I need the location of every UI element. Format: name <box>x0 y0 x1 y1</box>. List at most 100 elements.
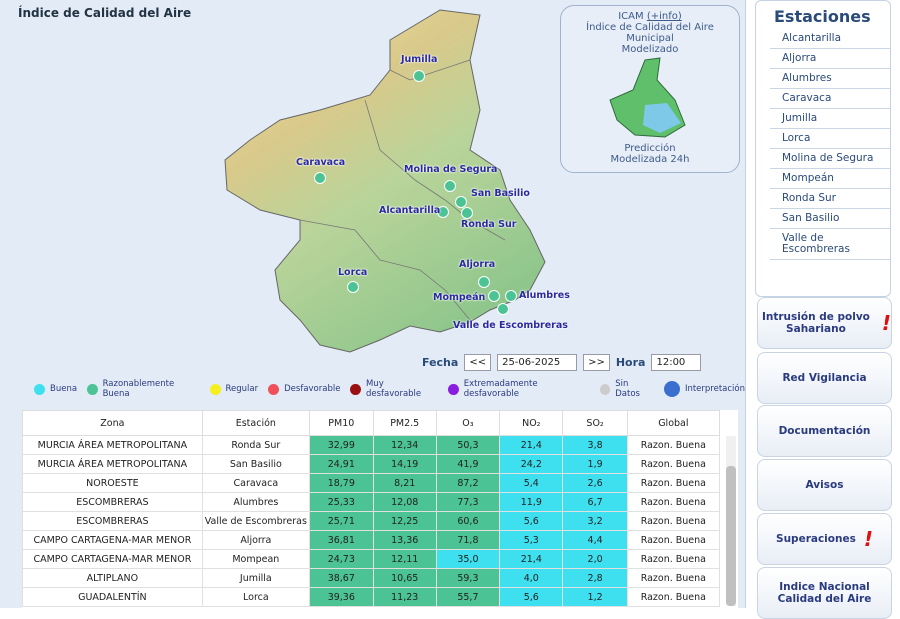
hour-label: Hora <box>615 356 646 369</box>
next-button[interactable]: >> <box>583 354 610 371</box>
station-link[interactable]: Alumbres <box>770 69 890 89</box>
alert-icon: ! <box>863 527 873 551</box>
column-header[interactable]: Zona <box>22 410 203 436</box>
station-link[interactable]: Lorca <box>770 129 890 149</box>
date-input[interactable]: 25-06-2025 <box>497 354 578 371</box>
legend-swatch <box>599 383 611 395</box>
nav-button[interactable]: Indice Nacional Calidad del Aire <box>757 567 892 619</box>
station-link[interactable]: Molina de Segura <box>770 149 890 169</box>
station-label[interactable]: Mompeán <box>433 292 486 303</box>
station-label[interactable]: San Basilio <box>471 188 530 199</box>
station-dot[interactable] <box>444 180 456 192</box>
icam-map <box>609 57 686 138</box>
table-cell: 3,8 <box>562 435 628 455</box>
table-cell: Razon. Buena <box>626 435 721 455</box>
station-link[interactable]: Ronda Sur <box>770 189 890 209</box>
legend-swatch <box>34 383 45 395</box>
table-cell: Valle de Escombreras <box>201 511 310 531</box>
nav-button[interactable]: Intrusión de polvo Sahariano! <box>757 297 892 349</box>
column-header[interactable]: O₃ <box>435 410 501 436</box>
table-cell: 21,4 <box>499 549 564 569</box>
station-label[interactable]: Aljorra <box>459 259 496 270</box>
station-link[interactable]: Valle de Escombreras <box>770 229 890 260</box>
station-dot[interactable] <box>478 276 490 288</box>
table-cell: 36,81 <box>308 530 374 550</box>
legend-swatch <box>448 383 459 395</box>
legend-item[interactable]: Interpretación <box>663 381 745 397</box>
table-row: GUADALENTÍN Lorca 39,36 11,23 55,7 5,6 1,2 Razo… <box>22 587 721 607</box>
column-header[interactable]: NO₂ <box>499 410 564 436</box>
column-header[interactable]: Global <box>626 410 721 436</box>
table-cell: MURCIA ÁREA METROPOLITANA <box>22 435 203 455</box>
station-label[interactable]: Lorca <box>338 267 368 278</box>
table-row: ESCOMBRERAS Valle de Escombreras 25,71 12,2… <box>22 511 721 531</box>
legend-item: Razonablemente Buena <box>87 379 199 399</box>
station-label[interactable]: Ronda Sur <box>461 219 517 230</box>
table-cell: 8,21 <box>372 473 437 493</box>
nav-button[interactable]: Avisos <box>757 459 892 511</box>
station-label[interactable]: Jumilla <box>401 54 438 65</box>
station-dot[interactable] <box>455 196 467 208</box>
table-cell: 38,67 <box>308 568 374 588</box>
nav-button[interactable]: Superaciones! <box>757 513 892 565</box>
icam-text: Índice de Calidad del Aire Municipal <box>586 22 714 44</box>
station-link[interactable]: Alcantarilla <box>770 29 890 49</box>
legend-swatch <box>268 383 280 395</box>
station-link[interactable]: Jumilla <box>770 109 890 129</box>
table-cell: ESCOMBRERAS <box>22 492 203 512</box>
table-cell: NOROESTE <box>22 473 203 493</box>
table-cell: Razon. Buena <box>626 473 721 493</box>
icam-title: ICAM <box>618 11 644 22</box>
column-header[interactable]: SO₂ <box>562 410 628 436</box>
table-cell: 24,91 <box>308 454 374 474</box>
table-row: CAMPO CARTAGENA-MAR MENOR Mompean 24,73 12,… <box>22 549 721 569</box>
table-cell: Razon. Buena <box>626 587 721 607</box>
hour-select[interactable]: 12:00 <box>651 354 702 371</box>
legend-swatch <box>350 383 361 395</box>
table-cell: San Basilio <box>201 454 310 474</box>
station-dot[interactable] <box>314 172 326 184</box>
icam-link[interactable]: (+info) <box>646 11 682 22</box>
station-dot[interactable] <box>505 290 517 302</box>
station-link[interactable]: Mompeán <box>770 169 890 189</box>
column-header[interactable]: PM10 <box>308 410 374 436</box>
table-cell: 21,4 <box>499 435 564 455</box>
station-dot[interactable] <box>488 290 500 302</box>
station-label[interactable]: Alcantarilla <box>379 205 441 216</box>
icam-box[interactable]: ICAM (+info) Índice de Calidad del Aire … <box>560 5 740 173</box>
station-label[interactable]: Caravaca <box>296 157 346 168</box>
nav-button[interactable]: Documentación <box>757 405 892 457</box>
table-cell: Jumilla <box>201 568 310 588</box>
legend-item: Regular <box>209 383 258 395</box>
station-label[interactable]: Valle de Escombreras <box>453 320 568 331</box>
stations-title: Estaciones <box>774 7 871 26</box>
column-header[interactable]: PM2.5 <box>372 410 437 436</box>
station-dot[interactable] <box>461 207 473 219</box>
station-link[interactable]: San Basilio <box>770 209 890 229</box>
table-cell: 1,9 <box>562 454 628 474</box>
table-cell: Aljorra <box>201 530 310 550</box>
station-link[interactable]: Caravaca <box>770 89 890 109</box>
station-label[interactable]: Alumbres <box>519 290 570 301</box>
icam-text: Modelizada 24h <box>610 154 690 165</box>
station-dot[interactable] <box>437 206 449 218</box>
main-panel: Índice de Calidad del Aire Jumilla Carav… <box>0 0 746 608</box>
table-cell: 12,11 <box>372 549 437 569</box>
table-cell: Razon. Buena <box>626 530 721 550</box>
table-cell: CAMPO CARTAGENA-MAR MENOR <box>22 530 203 550</box>
nav-button[interactable]: Red Vigilancia <box>757 352 892 404</box>
table-cell: 60,6 <box>435 511 501 531</box>
legend-label: Buena <box>50 384 78 394</box>
station-label[interactable]: Molina de Segura <box>404 164 498 175</box>
table-cell: Razon. Buena <box>626 454 721 474</box>
column-header[interactable]: Estación <box>201 410 310 436</box>
prev-button[interactable]: << <box>464 354 492 371</box>
station-dot[interactable] <box>413 70 425 82</box>
map[interactable] <box>215 0 560 360</box>
scrollbar[interactable] <box>726 436 736 606</box>
table-cell: 6,7 <box>562 492 628 512</box>
table-row: MURCIA ÁREA METROPOLITANA Ronda Sur 32,99 1… <box>22 435 721 455</box>
station-link[interactable]: Aljorra <box>770 49 890 69</box>
station-dot[interactable] <box>347 281 359 293</box>
station-dot[interactable] <box>497 303 509 315</box>
